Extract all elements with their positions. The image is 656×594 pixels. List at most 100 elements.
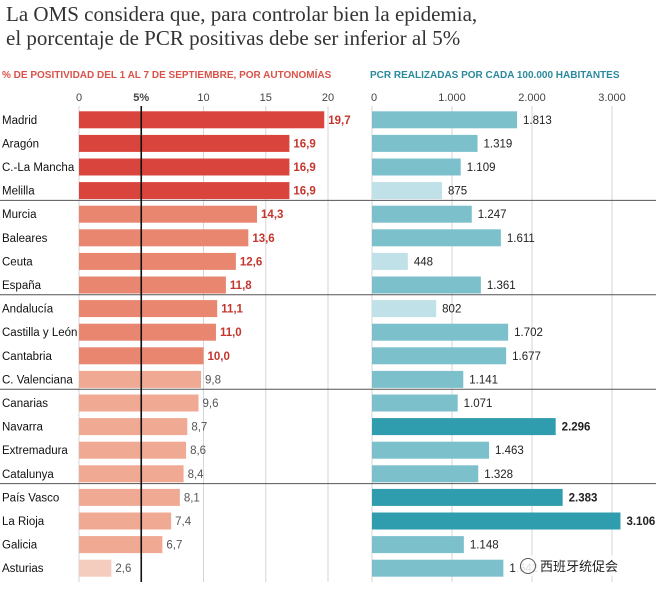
category-label: Melilla bbox=[2, 186, 35, 198]
positivity-bar bbox=[79, 323, 216, 341]
category-label: La Rioja bbox=[2, 516, 45, 528]
left-axis-tick-label: 5% bbox=[133, 92, 149, 104]
positivity-bar bbox=[79, 134, 290, 152]
pcr-bar bbox=[372, 276, 481, 294]
pcr-bar bbox=[372, 300, 437, 318]
left-axis-tick-label: 10 bbox=[197, 92, 209, 104]
pcr-value-label: 1.702 bbox=[514, 327, 543, 339]
pcr-value-label: 1.813 bbox=[523, 115, 552, 127]
pcr-value-label: 875 bbox=[448, 186, 467, 198]
category-label: Galicia bbox=[2, 540, 38, 552]
left-axis-tick-label: 15 bbox=[260, 92, 272, 104]
pcr-value-label: 3.106 bbox=[626, 516, 655, 528]
positivity-value-label: 9,8 bbox=[205, 374, 221, 386]
pcr-bar bbox=[372, 229, 501, 247]
positivity-value-label: 6,7 bbox=[166, 540, 182, 552]
pcr-bar bbox=[372, 111, 518, 129]
category-label: Asturias bbox=[2, 563, 44, 575]
positivity-value-label: 13,6 bbox=[252, 233, 274, 245]
pcr-value-label: 1.109 bbox=[467, 162, 496, 174]
right-axis-tick-label: 1.000 bbox=[438, 92, 466, 104]
right-axis-tick-label: 0 bbox=[371, 92, 377, 104]
positivity-value-label: 16,9 bbox=[293, 162, 315, 174]
pcr-bar bbox=[372, 441, 490, 459]
positivity-bar bbox=[79, 488, 180, 506]
positivity-bar bbox=[79, 229, 249, 247]
category-label: Ceuta bbox=[2, 256, 33, 268]
pcr-value-label: 2.296 bbox=[562, 422, 591, 434]
positivity-bar bbox=[79, 111, 325, 129]
category-label: Canarias bbox=[2, 398, 48, 410]
positivity-bar bbox=[79, 205, 258, 223]
pcr-bar bbox=[372, 488, 563, 506]
pcr-value-label: 1.247 bbox=[478, 209, 507, 221]
pcr-value-label: 448 bbox=[414, 256, 433, 268]
pcr-value-label: 802 bbox=[442, 304, 461, 316]
pcr-bar bbox=[372, 205, 472, 223]
positivity-bar bbox=[79, 394, 199, 412]
positivity-bar bbox=[79, 418, 188, 436]
positivity-value-label: 9,6 bbox=[203, 398, 219, 410]
positivity-bar bbox=[79, 370, 202, 388]
pcr-bar bbox=[372, 323, 509, 341]
category-label: Cantabria bbox=[2, 351, 52, 363]
category-label: Catalunya bbox=[2, 469, 54, 481]
category-label: Baleares bbox=[2, 233, 48, 245]
watermark: 西班牙统促会 bbox=[516, 555, 623, 576]
pcr-bar bbox=[372, 559, 504, 577]
pcr-value-label: 1.361 bbox=[487, 280, 516, 292]
category-label: País Vasco bbox=[2, 492, 59, 504]
pcr-bar bbox=[372, 252, 408, 270]
positivity-bar bbox=[79, 441, 187, 459]
right-axis-tick-label: 3.000 bbox=[598, 92, 626, 104]
pcr-bar bbox=[372, 512, 621, 530]
pcr-bar bbox=[372, 182, 442, 200]
pcr-bar bbox=[372, 418, 556, 436]
positivity-bar bbox=[79, 536, 163, 554]
positivity-value-label: 7,4 bbox=[175, 516, 192, 528]
positivity-value-label: 8,7 bbox=[191, 422, 207, 434]
positivity-value-label: 10,0 bbox=[208, 351, 230, 363]
category-label: C. Valenciana bbox=[2, 374, 73, 386]
left-panel-title: % DE POSITIVIDAD DEL 1 AL 7 DE SEPTIEMBR… bbox=[2, 68, 332, 81]
positivity-value-label: 16,9 bbox=[293, 138, 315, 150]
category-label: Murcia bbox=[2, 209, 37, 221]
positivity-value-label: 14,3 bbox=[261, 209, 283, 221]
positivity-bar bbox=[79, 182, 290, 200]
watermark-text: 西班牙统促会 bbox=[540, 560, 619, 575]
title-line-1: La OMS considera que, para controlar bie… bbox=[6, 2, 478, 26]
pcr-value-label: 1.328 bbox=[484, 469, 513, 481]
positivity-bar bbox=[79, 465, 184, 483]
pcr-value-label: 1.677 bbox=[512, 351, 541, 363]
positivity-value-label: 16,9 bbox=[293, 186, 315, 198]
title-line-2: el porcentaje de PCR positivas debe ser … bbox=[6, 26, 461, 50]
positivity-bar bbox=[79, 252, 236, 270]
category-label: Castilla y León bbox=[2, 327, 77, 339]
positivity-bar bbox=[79, 559, 112, 577]
pcr-value-label: 1.141 bbox=[469, 374, 498, 386]
positivity-value-label: 2,6 bbox=[115, 563, 131, 575]
category-label: Aragón bbox=[2, 138, 39, 150]
left-axis-tick-label: 0 bbox=[76, 92, 82, 104]
right-axis-tick-label: 2.000 bbox=[518, 92, 546, 104]
pcr-value-label: 2.383 bbox=[569, 492, 598, 504]
pcr-bar bbox=[372, 465, 479, 483]
pcr-bar bbox=[372, 347, 507, 365]
positivity-value-label: 11,8 bbox=[230, 280, 252, 292]
pcr-value-label: 1.148 bbox=[470, 540, 499, 552]
category-label: Madrid bbox=[2, 115, 37, 127]
category-label: España bbox=[2, 280, 42, 292]
pcr-bar bbox=[372, 370, 464, 388]
pcr-value-label: 1.463 bbox=[495, 445, 524, 457]
right-panel-title: PCR REALIZADAS POR CADA 100.000 HABITANT… bbox=[370, 70, 620, 81]
pcr-bar bbox=[372, 394, 458, 412]
positivity-value-label: 8,1 bbox=[184, 492, 200, 504]
positivity-value-label: 12,6 bbox=[240, 256, 262, 268]
category-label: C.-La Mancha bbox=[2, 162, 75, 174]
pcr-bar bbox=[372, 536, 464, 554]
positivity-value-label: 11,0 bbox=[220, 327, 242, 339]
positivity-value-label: 8,6 bbox=[190, 445, 206, 457]
category-label: Extremadura bbox=[2, 445, 68, 457]
pcr-value-label: 1.611 bbox=[507, 233, 535, 245]
